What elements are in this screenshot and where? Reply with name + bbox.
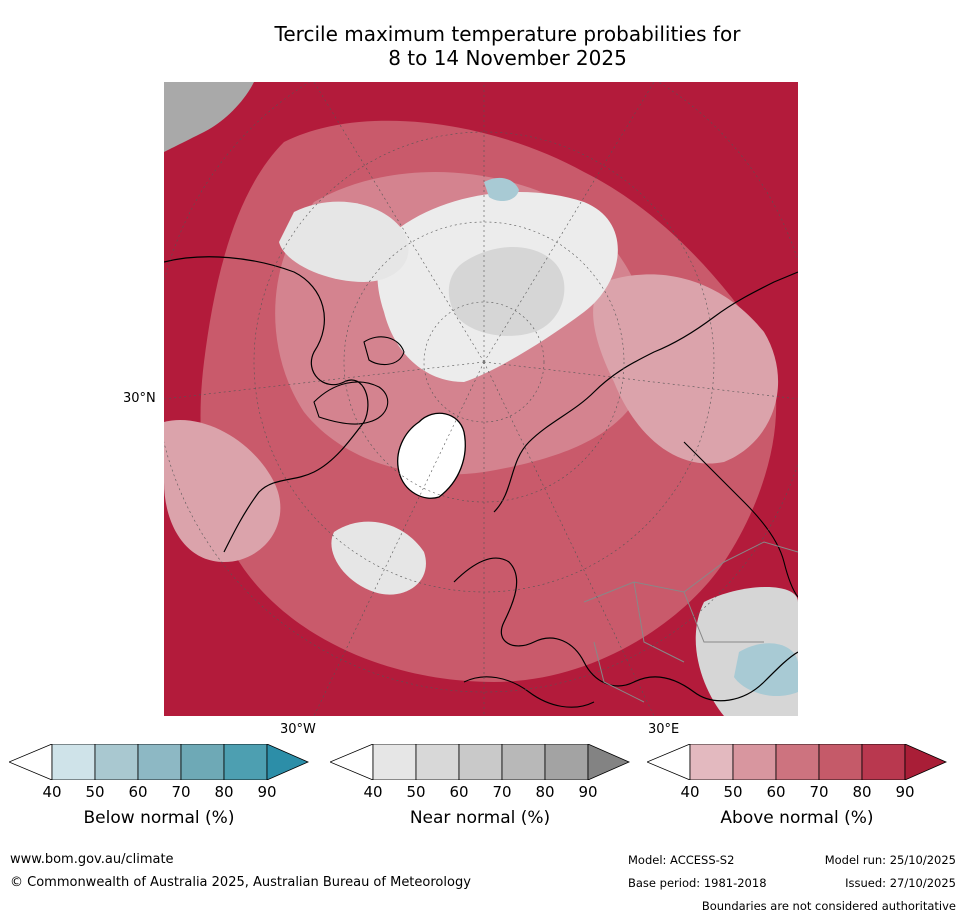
- near-normal-colorbar: [330, 744, 630, 780]
- above-segment-40: [689, 744, 734, 780]
- near-segment-80: [544, 744, 589, 780]
- model-name: Model: ACCESS-S2: [628, 853, 735, 867]
- below-tick-label: 80: [214, 783, 234, 801]
- near-segment-50: [415, 744, 460, 780]
- below-tick-label: 40: [42, 783, 62, 801]
- above-segment-80: [861, 744, 906, 780]
- below-normal-arctic: [484, 177, 519, 202]
- near-tick-label: 90: [578, 783, 598, 801]
- above-normal-colorbar: [647, 744, 947, 780]
- title-line-1: Tercile maximum temperature probabilitie…: [274, 22, 741, 46]
- eurasia-coastline: [493, 271, 798, 513]
- below-segment-50: [94, 744, 139, 780]
- near-normal-pacific: [279, 201, 409, 282]
- above-tick-label: 50: [723, 783, 743, 801]
- below-segment-80: [223, 744, 268, 780]
- lon-label-30w: 30°W: [280, 722, 316, 737]
- near-low-extend: [330, 744, 374, 780]
- near-tick-label: 50: [406, 783, 426, 801]
- above-tick-label: 60: [766, 783, 786, 801]
- above-segment-50: [732, 744, 777, 780]
- below-high-extend: [266, 744, 309, 780]
- below-segment-40: [51, 744, 96, 780]
- above-segment-60: [775, 744, 820, 780]
- above-50-region-2: [593, 274, 779, 464]
- arctic-islands-coastline: [313, 336, 405, 425]
- below-segment-60: [137, 744, 182, 780]
- title-line-2: 8 to 14 November 2025: [388, 46, 627, 70]
- above-tick-label: 90: [895, 783, 915, 801]
- below-tick-label: 60: [128, 783, 148, 801]
- below-low-extend: [9, 744, 53, 780]
- near-normal-arctic-core: [448, 247, 565, 336]
- above-low-extend: [647, 744, 691, 780]
- near-segment-60: [458, 744, 503, 780]
- chart-title: Tercile maximum temperature probabilitie…: [160, 22, 855, 70]
- probability-map: [164, 82, 798, 716]
- near-tick-label: 40: [363, 783, 383, 801]
- below-normal-colorbar: [9, 744, 309, 780]
- east-asia-coastline: [683, 441, 798, 598]
- below-tick-label: 70: [171, 783, 191, 801]
- above-normal-label: Above normal (%): [720, 808, 874, 828]
- near-normal-label: Near normal (%): [409, 808, 551, 828]
- near-normal-northwest: [164, 82, 254, 152]
- below-normal-asia: [734, 643, 798, 697]
- below-tick-label: 50: [85, 783, 105, 801]
- lon-label-30e: 30°E: [648, 722, 680, 737]
- mediterranean-coastline: [463, 676, 595, 708]
- near-tick-label: 60: [449, 783, 469, 801]
- greenland-coastline: [397, 412, 466, 499]
- below-normal-label: Below normal (%): [83, 808, 235, 828]
- boundaries-disclaimer: Boundaries are not considered authoritat…: [701, 899, 956, 913]
- model-run: Model run: 25/10/2025: [824, 853, 956, 867]
- europe-coastline: [453, 557, 798, 702]
- above-tick-label: 40: [680, 783, 700, 801]
- bom-url: www.bom.gov.au/climate: [10, 852, 174, 867]
- graticules: [164, 82, 798, 716]
- north-america-coastline: [164, 256, 369, 553]
- above-high-extend: [904, 744, 947, 780]
- base-period: Base period: 1981-2018: [628, 876, 767, 890]
- below-tick-label: 90: [257, 783, 277, 801]
- country-boundaries: [583, 541, 798, 703]
- above-50-region: [164, 420, 281, 562]
- above-tick-label: 70: [809, 783, 829, 801]
- copyright: © Commonwealth of Australia 2025, Austra…: [10, 875, 471, 890]
- above-segment-70: [818, 744, 863, 780]
- below-segment-70: [180, 744, 225, 780]
- near-high-extend: [587, 744, 630, 780]
- lat-label-30n: 30°N: [123, 391, 156, 406]
- above-tick-label: 80: [852, 783, 872, 801]
- near-tick-label: 70: [492, 783, 512, 801]
- near-tick-label: 80: [535, 783, 555, 801]
- near-segment-70: [501, 744, 546, 780]
- near-segment-40: [372, 744, 417, 780]
- issued-date: Issued: 27/10/2025: [845, 876, 956, 890]
- near-normal-atlantic: [331, 521, 426, 595]
